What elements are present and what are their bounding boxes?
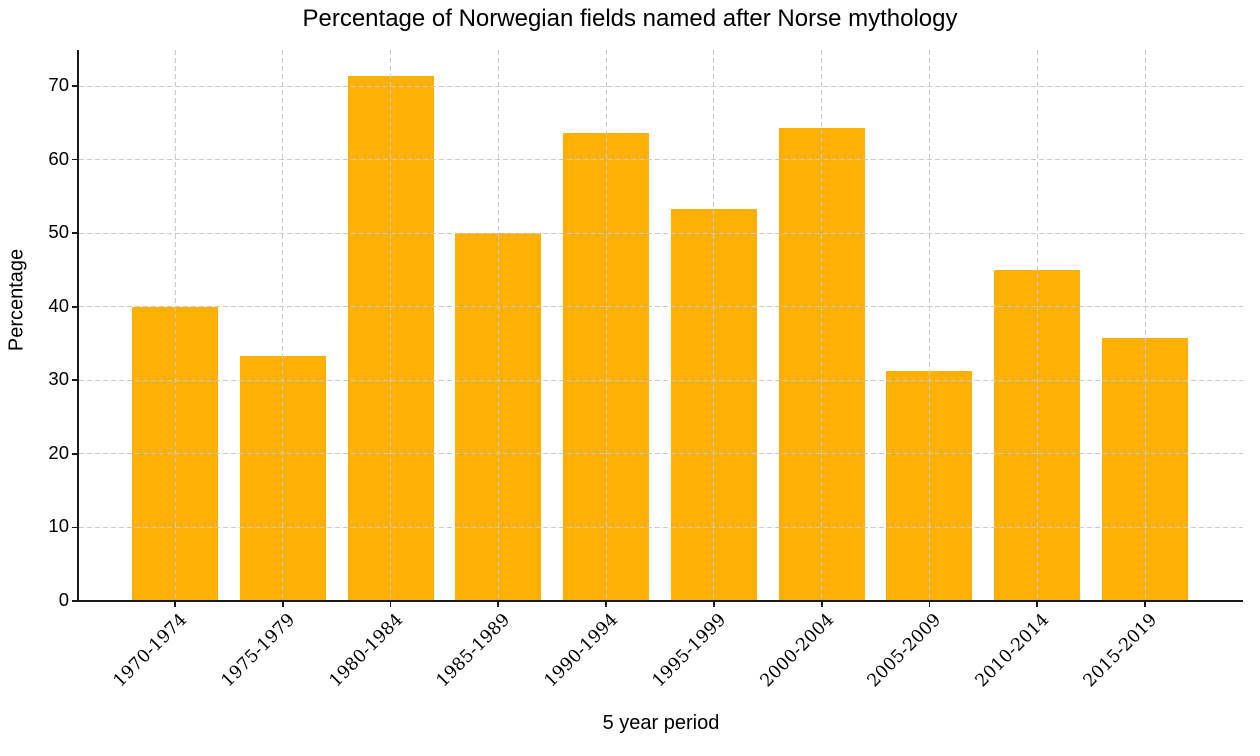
y-tick-label: 60 bbox=[48, 147, 69, 169]
y-tick-label: 40 bbox=[48, 294, 69, 316]
y-tick-label: 30 bbox=[48, 368, 69, 390]
x-gridline bbox=[928, 50, 930, 601]
x-tick-mark bbox=[820, 601, 823, 607]
x-tick-label: 1980-1984 bbox=[325, 610, 407, 692]
x-tick-label: 1995-1999 bbox=[648, 610, 731, 692]
y-tick-mark bbox=[71, 379, 78, 382]
y-tick-label: 50 bbox=[48, 221, 69, 243]
y-tick-mark bbox=[71, 600, 78, 602]
x-tick-mark bbox=[389, 601, 392, 607]
x-gridline bbox=[174, 50, 176, 601]
y-tick-label: 10 bbox=[48, 515, 69, 537]
y-gridline bbox=[79, 159, 1243, 161]
x-tick-label: 1985-1989 bbox=[433, 610, 515, 692]
x-gridline bbox=[497, 50, 499, 601]
x-gridline bbox=[605, 50, 607, 601]
x-tick-mark bbox=[497, 601, 500, 607]
y-gridline bbox=[79, 85, 1243, 87]
y-tick-mark bbox=[71, 85, 78, 87]
x-tick-mark bbox=[713, 601, 715, 607]
y-tick-label: 70 bbox=[48, 73, 69, 95]
x-tick-label: 2015-2019 bbox=[1079, 610, 1162, 692]
x-gridline bbox=[1036, 50, 1038, 601]
y-axis-spine bbox=[77, 50, 79, 601]
y-tick-mark bbox=[71, 305, 78, 308]
y-gridline bbox=[79, 526, 1243, 528]
x-tick-mark bbox=[1144, 601, 1146, 607]
y-gridline bbox=[79, 306, 1243, 308]
y-tick-mark bbox=[71, 232, 78, 234]
y-tick-label: 20 bbox=[48, 441, 69, 463]
x-axis-label: 5 year period bbox=[602, 712, 720, 734]
y-tick-label: 0 bbox=[58, 588, 69, 610]
chart-title: Percentage of Norwegian fields named aft… bbox=[302, 5, 958, 32]
x-tick-label: 2000-2004 bbox=[756, 610, 838, 692]
y-gridline bbox=[79, 379, 1243, 381]
x-tick-mark bbox=[281, 601, 284, 607]
x-tick-label: 1990-1994 bbox=[540, 610, 623, 692]
y-tick-mark bbox=[71, 453, 78, 455]
x-tick-mark bbox=[605, 601, 607, 607]
x-tick-label: 2010-2014 bbox=[972, 610, 1054, 692]
y-tick-mark bbox=[71, 158, 78, 161]
x-tick-label: 1970-1974 bbox=[109, 610, 192, 692]
x-tick-mark bbox=[928, 601, 931, 607]
x-axis-spine bbox=[77, 600, 1243, 602]
x-tick-label: 2005-2009 bbox=[864, 610, 946, 692]
x-gridline bbox=[390, 50, 392, 601]
y-tick-mark bbox=[71, 526, 78, 529]
x-tick-label: 1975-1979 bbox=[217, 610, 299, 692]
x-gridline bbox=[713, 50, 715, 601]
plot-area: 1970-1974 1975-1979 1980-1984 1985-1989 1990… bbox=[48, 50, 1243, 691]
y-gridline bbox=[79, 232, 1243, 234]
x-tick-mark bbox=[174, 601, 176, 607]
y-gridline bbox=[79, 453, 1243, 455]
x-tick-mark bbox=[1036, 601, 1039, 607]
x-gridline bbox=[821, 50, 823, 601]
y-axis-label: Percentage bbox=[5, 248, 28, 352]
x-gridline bbox=[282, 50, 284, 601]
x-gridline bbox=[1144, 50, 1146, 601]
